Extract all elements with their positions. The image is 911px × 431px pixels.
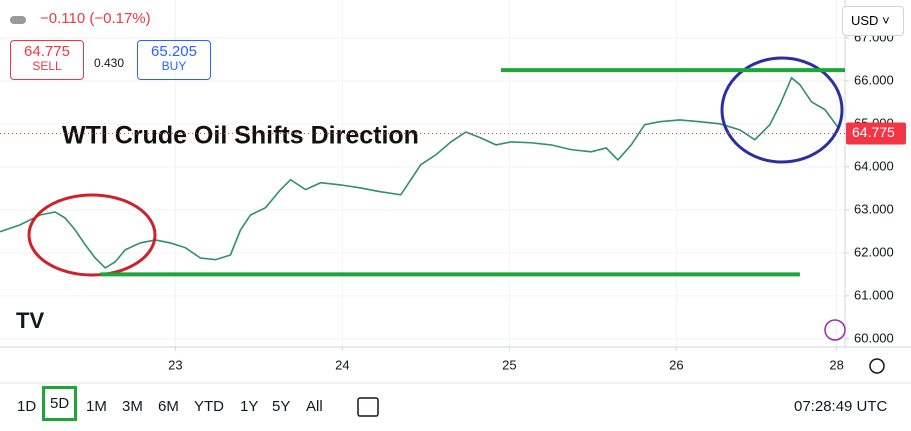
range-button[interactable]: YTD (194, 398, 224, 415)
price-line (0, 76, 839, 269)
settings-icon[interactable] (869, 358, 885, 374)
x-tick-label: 23 (168, 357, 182, 372)
status-icon (10, 16, 26, 24)
y-tick-label: 60.000 (854, 330, 894, 345)
spread: 0.430 (94, 56, 125, 70)
x-tick-label: 28 (829, 357, 843, 372)
sell-price: 64.775 (24, 43, 70, 60)
clock: 07:28:49 UTC (794, 398, 888, 415)
range-button[interactable]: 1Y (240, 398, 259, 415)
highlight-circle (720, 56, 844, 164)
x-tick-label: 26 (669, 357, 683, 372)
chart-title: WTI Crude Oil Shifts Direction (62, 122, 419, 150)
range-button[interactable]: 1M (86, 398, 107, 415)
buy-label: BUY (161, 59, 187, 73)
sell-label: SELL (32, 59, 62, 73)
currency: USD (851, 13, 879, 28)
y-tick-label: 63.000 (854, 201, 894, 216)
x-tick-label: 25 (502, 357, 516, 372)
range-button[interactable]: 6M (158, 398, 179, 415)
y-tick-label: 61.000 (854, 287, 894, 302)
y-tick-label: 62.000 (854, 244, 894, 259)
buy-price: 65.205 (151, 43, 197, 60)
last-price-label: 64.775 (852, 124, 895, 140)
last-price-box (846, 122, 906, 145)
range-button[interactable]: 3M (122, 398, 143, 415)
logo: TV (16, 308, 44, 333)
sell-button[interactable]: 64.775 SELL (10, 40, 84, 80)
x-tick-label: 24 (335, 357, 349, 372)
currency-button[interactable]: USD ˅ (842, 6, 904, 36)
date-range-icon[interactable] (357, 397, 379, 417)
alert-icon[interactable] (824, 319, 846, 341)
range-button[interactable]: 5Y (272, 398, 291, 415)
range-button[interactable]: All (306, 398, 323, 415)
buy-button[interactable]: 65.205 BUY (137, 40, 211, 80)
range-button[interactable]: 5D (41, 386, 78, 421)
y-tick-label: 64.000 (854, 158, 894, 173)
price-change: −0.110 (−0.17%) (40, 10, 151, 27)
y-tick-label: 66.000 (854, 72, 894, 87)
range-button[interactable]: 1D (17, 398, 37, 415)
highlight-circle (27, 193, 157, 277)
